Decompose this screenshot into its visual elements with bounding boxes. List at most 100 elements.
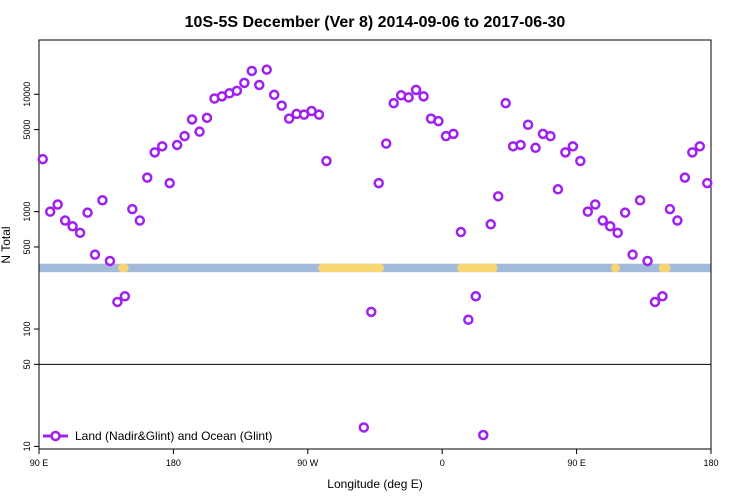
data-point <box>261 64 272 75</box>
data-point <box>59 215 71 226</box>
x-tick-label: 90 E <box>30 458 49 468</box>
data-point <box>373 177 384 189</box>
data-point <box>702 177 713 189</box>
data-point <box>97 195 108 206</box>
y-tick-label: 10 <box>22 441 32 451</box>
y-axis-label: N Total <box>0 226 13 263</box>
data-point <box>694 141 706 152</box>
data-point <box>515 139 526 151</box>
data-point <box>500 97 511 109</box>
data-point <box>268 89 280 101</box>
data-point <box>276 100 287 111</box>
x-tick-label: 90 W <box>297 458 319 468</box>
data-point <box>642 255 653 267</box>
y-tick-label: 5000 <box>22 120 32 140</box>
data-point <box>231 85 243 97</box>
data-point <box>634 195 646 206</box>
data-point <box>455 226 467 238</box>
data-point <box>67 221 78 232</box>
y-tick-label: 10000 <box>22 82 32 107</box>
data-point <box>664 203 676 215</box>
data-point <box>179 130 190 142</box>
data-point <box>82 207 93 218</box>
data-point <box>672 215 683 226</box>
data-point <box>530 142 541 154</box>
data-point <box>560 147 571 158</box>
map-land-patch <box>318 263 384 273</box>
data-point <box>156 141 168 152</box>
data-point <box>74 227 86 239</box>
plot-frame <box>38 39 712 450</box>
data-point <box>112 296 123 308</box>
data-point <box>590 199 601 210</box>
x-tick-label: 180 <box>166 458 181 468</box>
x-tick-label: 180 <box>703 458 718 468</box>
data-point <box>313 109 325 120</box>
data-point <box>545 130 556 142</box>
data-point <box>582 206 594 217</box>
data-point <box>44 206 56 217</box>
map-land-patch <box>658 263 671 273</box>
data-point <box>433 115 444 127</box>
data-point <box>604 221 616 232</box>
map-land-patch <box>610 263 620 273</box>
data-point <box>687 147 698 158</box>
legend-label: Land (Nadir&Glint) and Ocean (Glint) <box>75 429 272 443</box>
data-point <box>410 84 422 96</box>
data-point <box>119 291 131 302</box>
y-tick-label: 1000 <box>22 202 32 222</box>
data-point <box>283 113 295 124</box>
data-point <box>37 153 48 165</box>
data-point <box>597 215 608 226</box>
data-point <box>463 314 474 325</box>
data-point <box>418 91 429 102</box>
plot-area: 90 E 180 90 W 0 90 E 180 10 50 100 500 1000 5000 100… <box>22 39 719 468</box>
data-point <box>321 155 332 167</box>
data-point <box>619 207 631 218</box>
data-point <box>478 429 489 441</box>
data-point <box>194 126 205 137</box>
data-point <box>149 147 160 158</box>
data-point <box>612 227 623 239</box>
chart-title: 10S-5S December (Ver 8) 2014-09-06 to 20… <box>185 14 566 31</box>
data-point <box>388 97 399 109</box>
data-point <box>380 138 392 149</box>
x-axis-label: Longitude (deg E) <box>327 477 422 491</box>
data-point <box>448 128 459 140</box>
data-point <box>522 119 534 130</box>
data-point <box>552 184 564 195</box>
data-point <box>575 155 586 167</box>
y-tick-label: 50 <box>22 359 32 369</box>
data-point <box>254 79 265 91</box>
y-tick-label: 500 <box>22 239 32 254</box>
x-tick-label: 90 E <box>567 458 586 468</box>
data-point <box>164 177 175 189</box>
data-point <box>485 219 496 230</box>
data-point <box>52 199 63 210</box>
data-point <box>186 114 198 125</box>
data-point <box>403 92 414 103</box>
data-point <box>142 172 153 183</box>
data-point <box>492 191 504 202</box>
data-point <box>239 77 250 89</box>
data-point <box>627 249 638 260</box>
data-point <box>104 255 116 267</box>
data-point <box>657 291 668 302</box>
map-land-patch <box>118 263 129 273</box>
data-point <box>171 139 183 151</box>
data-point <box>366 306 377 318</box>
data-point <box>470 291 482 302</box>
y-tick-label: 100 <box>22 321 32 336</box>
data-point <box>358 422 370 433</box>
data-point <box>649 296 661 308</box>
data-point <box>679 172 691 183</box>
data-point <box>201 112 213 124</box>
map-land-patch <box>457 263 498 273</box>
legend-marker <box>50 430 61 442</box>
data-point <box>134 215 146 226</box>
data-point <box>127 203 138 215</box>
x-tick-label: 0 <box>440 458 445 468</box>
data-point <box>89 249 101 260</box>
